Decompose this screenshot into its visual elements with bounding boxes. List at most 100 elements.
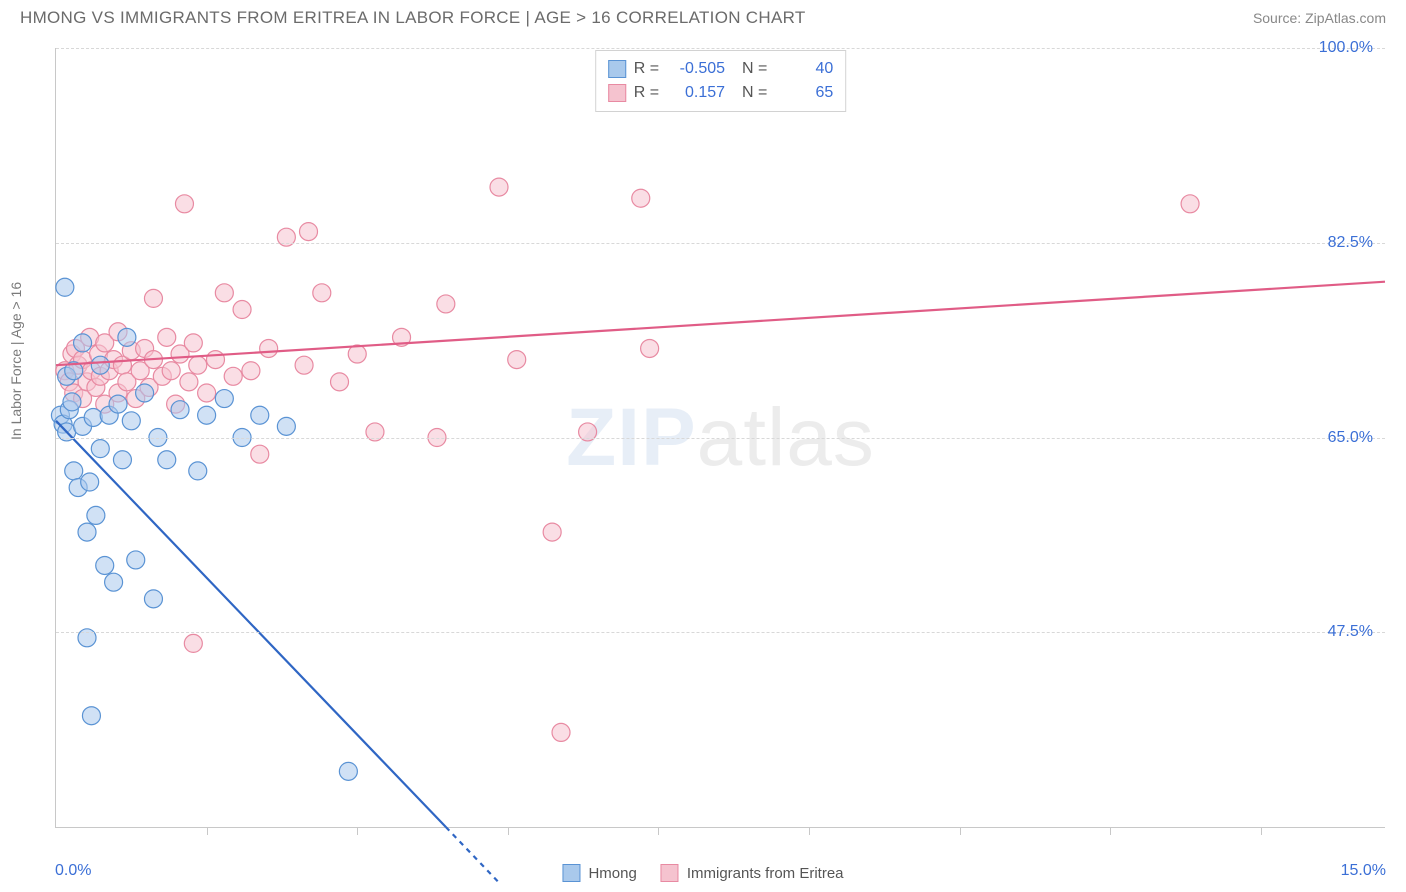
y-tick-label: 47.5%: [1328, 623, 1373, 641]
data-point: [158, 328, 176, 346]
legend-swatch-eritrea: [661, 864, 679, 882]
data-point: [144, 289, 162, 307]
data-point: [113, 451, 131, 469]
n-label: N =: [733, 57, 767, 81]
data-point: [251, 406, 269, 424]
x-tick: [207, 827, 208, 835]
data-point: [144, 590, 162, 608]
data-point: [215, 390, 233, 408]
plot-area: ZIPatlas R = -0.505 N = 40 R = 0.157 N =…: [55, 48, 1385, 828]
swatch-eritrea: [608, 84, 626, 102]
data-point: [198, 406, 216, 424]
data-point: [74, 334, 92, 352]
gridline-h: [56, 243, 1385, 244]
swatch-hmong: [608, 60, 626, 78]
data-point: [189, 462, 207, 480]
r-label: R =: [634, 81, 659, 105]
correlation-legend: R = -0.505 N = 40 R = 0.157 N = 65: [595, 50, 847, 112]
data-point: [184, 334, 202, 352]
data-point: [96, 556, 114, 574]
legend-item-eritrea: Immigrants from Eritrea: [661, 864, 844, 882]
data-point: [63, 393, 81, 411]
x-tick: [960, 827, 961, 835]
data-point: [118, 328, 136, 346]
data-point: [87, 506, 105, 524]
x-tick: [809, 827, 810, 835]
source-link[interactable]: ZipAtlas.com: [1305, 10, 1386, 26]
legend-item-hmong: Hmong: [562, 864, 636, 882]
y-tick-label: 82.5%: [1328, 234, 1373, 252]
data-point: [339, 762, 357, 780]
y-tick-label: 100.0%: [1319, 39, 1373, 57]
data-point: [158, 451, 176, 469]
gridline-h: [56, 438, 1385, 439]
data-point: [224, 367, 242, 385]
data-point: [78, 523, 96, 541]
data-point: [180, 373, 198, 391]
n-value-eritrea: 65: [775, 81, 833, 105]
chart-title: HMONG VS IMMIGRANTS FROM ERITREA IN LABO…: [20, 8, 806, 28]
data-point: [184, 634, 202, 652]
data-point: [105, 573, 123, 591]
n-value-hmong: 40: [775, 57, 833, 81]
source-prefix: Source:: [1253, 10, 1305, 26]
data-point: [277, 417, 295, 435]
data-point: [175, 195, 193, 213]
r-value-hmong: -0.505: [667, 57, 725, 81]
series-legend: Hmong Immigrants from Eritrea: [562, 864, 843, 882]
data-point: [437, 295, 455, 313]
data-point: [490, 178, 508, 196]
data-point: [56, 278, 74, 296]
data-point: [162, 362, 180, 380]
data-point: [136, 384, 154, 402]
data-point: [242, 362, 260, 380]
x-tick: [658, 827, 659, 835]
data-point: [552, 723, 570, 741]
data-point: [331, 373, 349, 391]
x-tick: [1110, 827, 1111, 835]
legend-swatch-hmong: [562, 864, 580, 882]
legend-label-eritrea: Immigrants from Eritrea: [687, 865, 844, 882]
r-value-eritrea: 0.157: [667, 81, 725, 105]
data-point: [233, 301, 251, 319]
data-point: [189, 356, 207, 374]
data-point: [109, 395, 127, 413]
data-point: [295, 356, 313, 374]
data-point: [313, 284, 331, 302]
x-axis-start: 0.0%: [55, 862, 91, 880]
trend-line: [56, 282, 1385, 365]
r-label: R =: [634, 57, 659, 81]
data-point: [84, 408, 102, 426]
data-point: [543, 523, 561, 541]
x-tick: [357, 827, 358, 835]
y-tick-label: 65.0%: [1328, 429, 1373, 447]
data-point: [171, 401, 189, 419]
data-point: [91, 440, 109, 458]
data-point: [641, 339, 659, 357]
x-tick: [1261, 827, 1262, 835]
data-point: [198, 384, 216, 402]
data-point: [300, 223, 318, 241]
data-point: [251, 445, 269, 463]
correlation-row-eritrea: R = 0.157 N = 65: [608, 81, 834, 105]
data-point: [1181, 195, 1199, 213]
data-point: [91, 356, 109, 374]
gridline-h: [56, 48, 1385, 49]
data-point: [508, 351, 526, 369]
trend-line-extrapolated: [446, 827, 499, 883]
source-attribution: Source: ZipAtlas.com: [1253, 10, 1386, 26]
legend-label-hmong: Hmong: [588, 865, 636, 882]
gridline-h: [56, 632, 1385, 633]
data-point: [122, 412, 140, 430]
x-axis-end: 15.0%: [1341, 862, 1386, 880]
data-point: [632, 189, 650, 207]
data-point: [82, 707, 100, 725]
y-axis-label: In Labor Force | Age > 16: [8, 282, 24, 440]
trend-line: [56, 421, 446, 827]
data-point: [206, 351, 224, 369]
data-point: [215, 284, 233, 302]
data-point: [65, 462, 83, 480]
data-point: [127, 551, 145, 569]
n-label: N =: [733, 81, 767, 105]
data-point: [81, 473, 99, 491]
